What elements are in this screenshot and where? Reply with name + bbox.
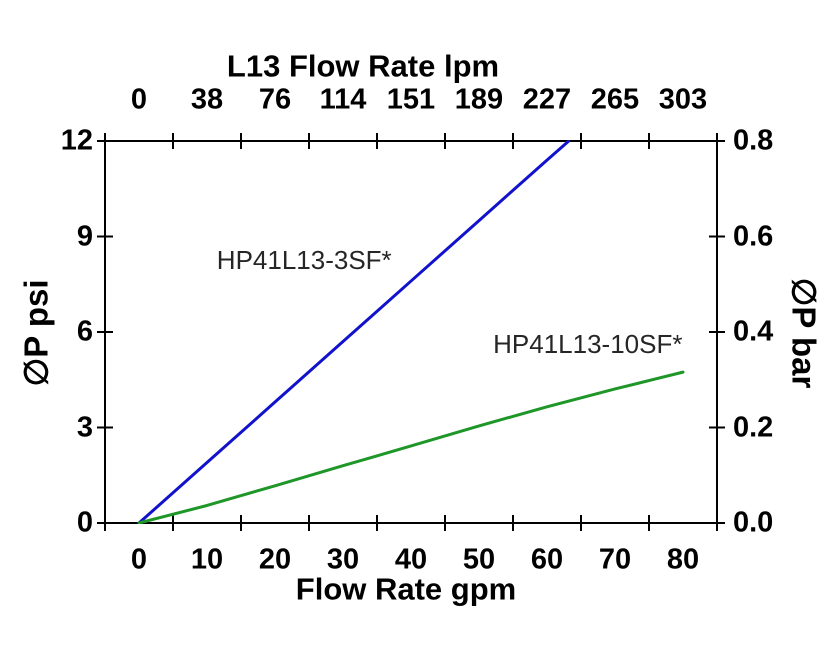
series-line-hp41l13-3sf-: [137, 140, 571, 524]
x-bottom-tick-label: 30: [326, 543, 360, 576]
x-bottom-tick-label: 50: [462, 543, 496, 576]
x-top-tick-label: 227: [522, 83, 572, 116]
series-line-hp41l13-10sf-: [137, 370, 685, 524]
x-top-tick-label: 189: [454, 83, 504, 116]
y-left-tick-label: 3: [76, 411, 93, 443]
y-right-tick-label: 0.6: [733, 220, 774, 252]
x-bottom-tick-label: 0: [130, 543, 148, 576]
series-label-hp41l13-3sf: HP41L13-3SF*: [216, 245, 392, 276]
x-bottom-tick-label: 60: [530, 543, 564, 576]
y-axis-title-left: ∅P psi: [17, 279, 55, 387]
x-bottom-tick-label: 80: [666, 543, 700, 576]
x-bottom-tick-label: 10: [190, 543, 224, 576]
x-bottom-tick-label: 20: [258, 543, 292, 576]
y-left-tick-label: 9: [76, 220, 93, 252]
y-right-tick-label: 0.4: [733, 315, 774, 348]
y-left-tick-label: 0: [76, 506, 93, 539]
axis-ticks: [97, 133, 725, 531]
series-label-hp41l13-10sf: HP41L13-10SF*: [493, 329, 683, 360]
x-bottom-tick-label: 70: [598, 543, 632, 576]
x-top-tick-label: 76: [258, 83, 292, 116]
series-lines: [137, 140, 685, 524]
x-top-tick-label: 114: [319, 83, 367, 116]
y-left-tick-label: 6: [76, 315, 93, 348]
top-axis-title: L13 Flow Rate lpm: [226, 48, 500, 84]
y-right-tick-label: 0.2: [733, 411, 774, 443]
x-axis-title: Flow Rate gpm: [295, 571, 517, 607]
y-axis-title-right: ∅P bar: [785, 277, 823, 389]
x-bottom-tick-label: 40: [394, 543, 428, 576]
x-top-tick-label: 0: [130, 83, 148, 116]
x-top-tick-label: 38: [190, 83, 224, 116]
x-top-tick-label: 151: [386, 83, 436, 116]
x-top-tick-label: 303: [658, 83, 708, 116]
y-right-tick-label: 0.8: [733, 124, 774, 157]
y-right-tick-label: 0.0: [733, 506, 774, 539]
x-top-tick-label: 265: [590, 83, 640, 116]
y-left-tick-label: 12: [60, 124, 93, 157]
